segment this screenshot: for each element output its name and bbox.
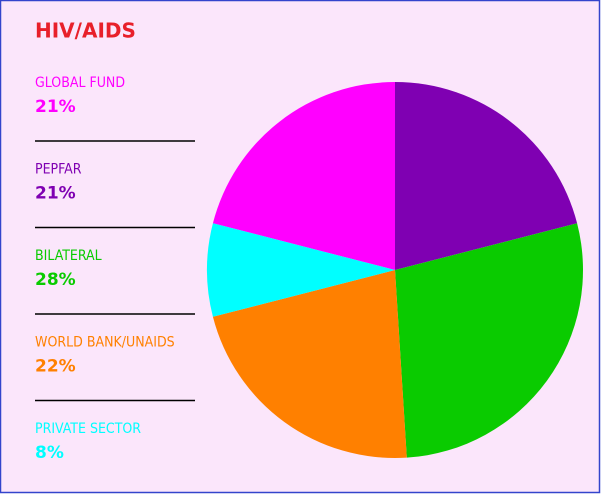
legend-value: 22% (35, 357, 76, 377)
pie-slice (212, 270, 407, 458)
legend-value: 21% (35, 97, 76, 117)
pie-slice (395, 82, 578, 270)
legend-label: PEPFAR (35, 162, 82, 178)
legend-label: BILATERAL (35, 248, 102, 264)
pie-slice (395, 223, 583, 458)
pie-slice (207, 223, 395, 317)
legend-label: PRIVATE SECTOR (35, 421, 141, 437)
legend-label: GLOBAL FUND (35, 75, 125, 91)
chart-title: HIV/AIDS (35, 19, 136, 43)
legend-value: 28% (35, 270, 76, 290)
legend-value: 21% (35, 184, 76, 204)
legend-value: 8% (35, 443, 64, 463)
legend-label: WORLD BANK/UNAIDS (35, 335, 175, 351)
pie-slice (212, 82, 395, 270)
